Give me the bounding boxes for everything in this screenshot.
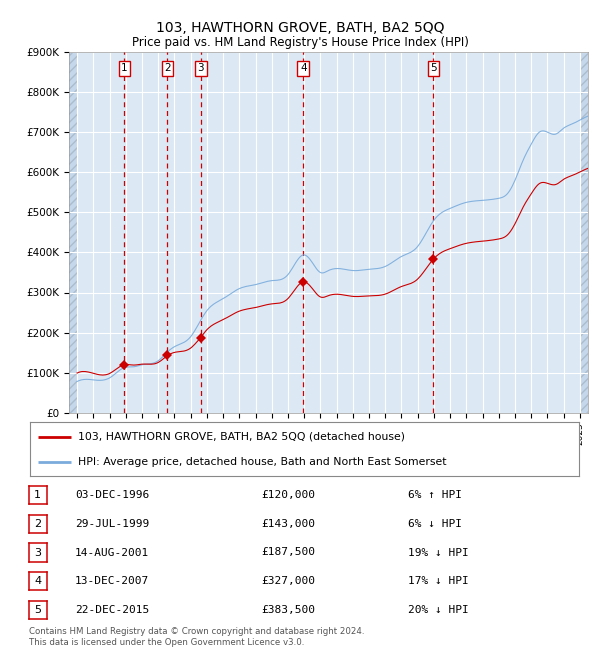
Text: 20% ↓ HPI: 20% ↓ HPI — [408, 604, 469, 615]
Text: Contains HM Land Registry data © Crown copyright and database right 2024.
This d: Contains HM Land Registry data © Crown c… — [29, 627, 364, 647]
Text: 13-DEC-2007: 13-DEC-2007 — [75, 576, 149, 586]
Text: 103, HAWTHORN GROVE, BATH, BA2 5QQ (detached house): 103, HAWTHORN GROVE, BATH, BA2 5QQ (deta… — [79, 432, 406, 442]
Text: £383,500: £383,500 — [261, 604, 315, 615]
Bar — [69, 52, 77, 413]
Text: 5: 5 — [34, 604, 41, 615]
Text: 3: 3 — [34, 547, 41, 558]
Bar — [580, 52, 588, 413]
Text: 2: 2 — [164, 63, 171, 73]
Text: £327,000: £327,000 — [261, 576, 315, 586]
Text: £187,500: £187,500 — [261, 547, 315, 558]
Text: 6% ↑ HPI: 6% ↑ HPI — [408, 490, 462, 501]
Text: Price paid vs. HM Land Registry's House Price Index (HPI): Price paid vs. HM Land Registry's House … — [131, 36, 469, 49]
Text: 6% ↓ HPI: 6% ↓ HPI — [408, 519, 462, 529]
Text: 17% ↓ HPI: 17% ↓ HPI — [408, 576, 469, 586]
Text: £143,000: £143,000 — [261, 519, 315, 529]
Text: 22-DEC-2015: 22-DEC-2015 — [75, 604, 149, 615]
Text: 5: 5 — [430, 63, 437, 73]
Text: £120,000: £120,000 — [261, 490, 315, 501]
Text: 103, HAWTHORN GROVE, BATH, BA2 5QQ: 103, HAWTHORN GROVE, BATH, BA2 5QQ — [156, 21, 444, 36]
Bar — [69, 52, 77, 413]
Text: 1: 1 — [121, 63, 128, 73]
Text: 29-JUL-1999: 29-JUL-1999 — [75, 519, 149, 529]
Text: 03-DEC-1996: 03-DEC-1996 — [75, 490, 149, 501]
Text: HPI: Average price, detached house, Bath and North East Somerset: HPI: Average price, detached house, Bath… — [79, 458, 447, 467]
Text: 4: 4 — [34, 576, 41, 586]
Text: 1: 1 — [34, 490, 41, 501]
Text: 2: 2 — [34, 519, 41, 529]
Text: 19% ↓ HPI: 19% ↓ HPI — [408, 547, 469, 558]
Text: 14-AUG-2001: 14-AUG-2001 — [75, 547, 149, 558]
Text: 3: 3 — [197, 63, 204, 73]
Text: 4: 4 — [300, 63, 307, 73]
